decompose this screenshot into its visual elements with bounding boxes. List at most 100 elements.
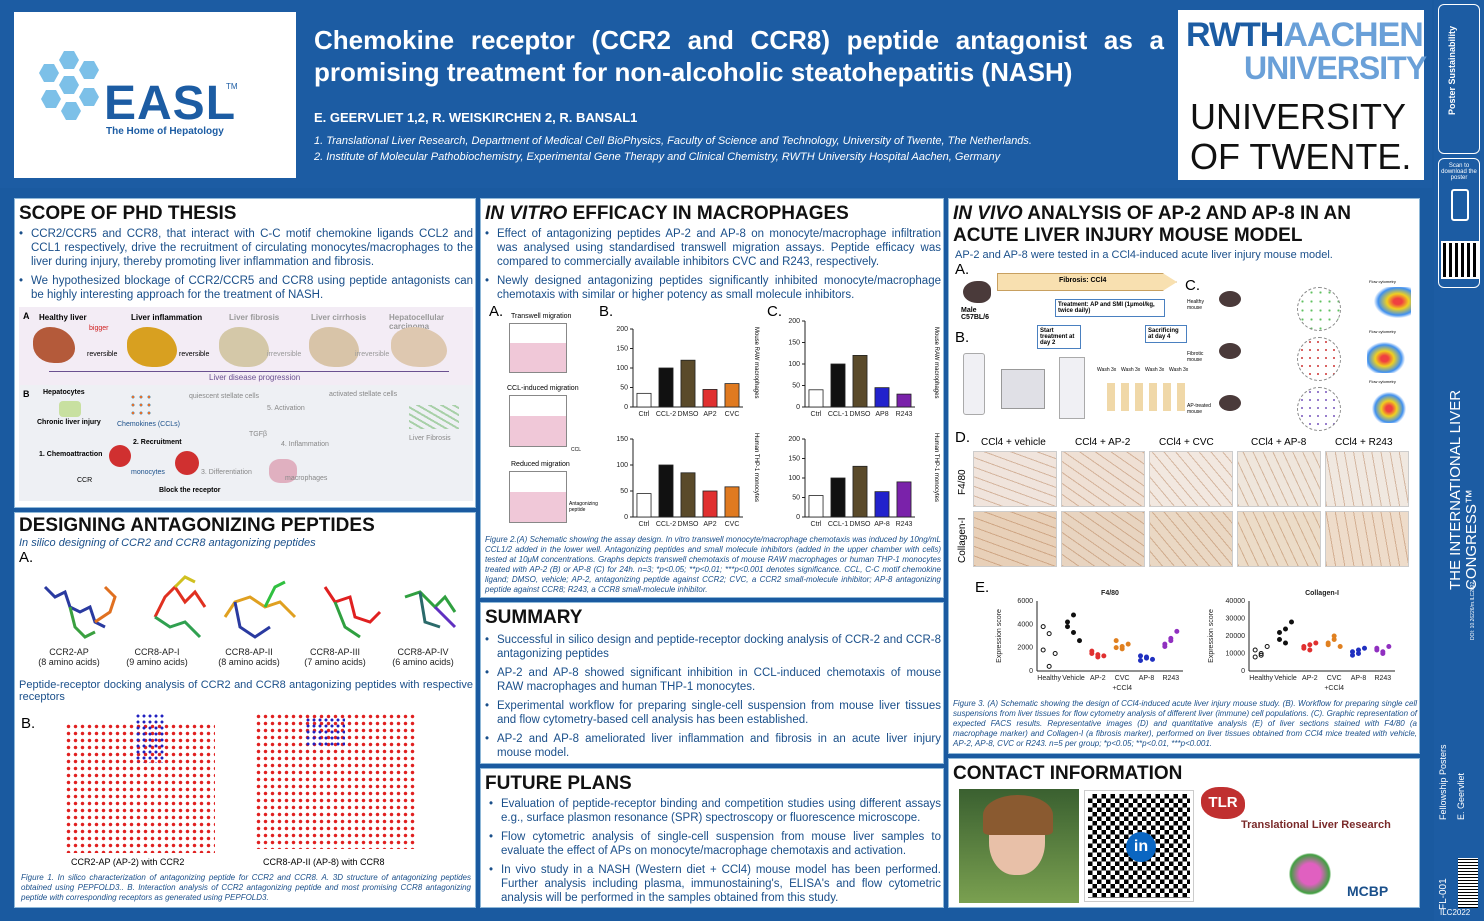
data-point — [1144, 655, 1149, 661]
ccr-label: CCR — [77, 477, 93, 484]
treatment-box: Treatment: AP and SMI (1μmol/kg, twice d… — [1055, 299, 1165, 317]
tube-icon — [963, 353, 985, 415]
brand-text: Poster Sustainability — [1447, 25, 1457, 115]
stage-healthy: Healthy liver — [39, 313, 87, 322]
bar — [680, 359, 696, 408]
wash-2: Wash 3x — [1121, 367, 1141, 373]
drow-f480: F4/80 — [957, 469, 968, 495]
rwth-wordmark: RWTHAACHEN — [1186, 16, 1424, 54]
mol-ccr2-ap: CCR2-AP (8 amino acids) — [38, 647, 100, 667]
poster-code: FL-001 — [1438, 878, 1449, 910]
x-tick-label: Vehicle — [1274, 675, 1297, 682]
sidebar: Poster Sustainability Scan to download t… — [1434, 0, 1484, 921]
data-point — [1380, 651, 1386, 656]
differentiation-label: 3. Differentiation — [201, 469, 252, 476]
x-tick-label: CCL-1 — [828, 411, 848, 418]
healthy-mouse-icon — [1219, 291, 1241, 307]
chart-c-mouse: 0 50 100 150 200 Ctrl CCL-1 DMSO AP8 R243 — [788, 318, 915, 418]
design-b-label: B. — [21, 715, 36, 732]
linkedin-icon[interactable]: in — [1126, 832, 1156, 862]
invivo-title: IN VIVO ANALYSIS OF AP-2 AND AP-8 IN AN … — [953, 203, 1352, 246]
data-point — [1040, 624, 1046, 630]
summary-panel: SUMMARY Successful in silico design and … — [480, 602, 944, 764]
ilc-code: ILC2022 — [1440, 908, 1471, 917]
x-tick-label: AP-2 — [1302, 675, 1318, 682]
liver-cirrhotic-icon — [309, 327, 359, 367]
data-point — [1258, 651, 1264, 656]
human-thp1-label: Human THP-1 monocytes — [753, 433, 759, 502]
tlr-logo: TLR — [1201, 787, 1245, 819]
flow-label-2: Flow cytometry — [1369, 329, 1396, 334]
dcol-vehicle: CCl4 + vehicle — [981, 437, 1046, 448]
male-mouse-label: Male C57BL/6 — [961, 307, 990, 321]
healthy-mouse-label: Healthy mouse — [1187, 299, 1204, 311]
scope-figure: A A Healthy liver Liver inflammation Liv… — [19, 307, 473, 501]
monocyte-icon — [109, 445, 131, 467]
y-tick-label: 0 — [624, 404, 628, 411]
data-point — [1150, 656, 1155, 662]
easl-subtitle: The Home of Hepatology — [106, 126, 224, 137]
qr-code-icon[interactable] — [1441, 241, 1479, 279]
bar — [830, 363, 846, 408]
histology-image — [973, 511, 1057, 567]
x-tick-label: CVC — [1115, 675, 1130, 682]
x-tick-label: Ctrl — [639, 521, 650, 528]
chronic-injury-label: Chronic liver injury — [37, 419, 101, 426]
scope-panel: SCOPE OF PHD THESIS CCR2/CCR5 and CCR8, … — [14, 198, 476, 508]
progression-arrow — [49, 371, 449, 372]
treated-mouse-label: AP-treated mouse — [1187, 403, 1211, 415]
fibrosis-label: Fibrosis: CCl4 — [1059, 277, 1107, 284]
tgf-label: TGFβ — [249, 431, 268, 438]
y-tick-label: 2000 — [1017, 645, 1033, 652]
wash-3: Wash 3x — [1145, 367, 1165, 373]
x-tick-label: R243 — [896, 521, 913, 528]
x-tick-label: CVC — [1327, 675, 1342, 682]
data-point — [1065, 619, 1070, 625]
summary-title: SUMMARY — [485, 607, 583, 628]
liver-hcc-icon — [391, 327, 447, 367]
transwell-label-3: Reduced migration — [511, 461, 570, 468]
summary-bullet-4: AP-2 and AP-8 ameliorated liver inflamma… — [485, 732, 941, 760]
chart-c-human: 0 50 100 150 200 Ctrl CCL-1 DMSO AP-8 R243 — [788, 436, 915, 528]
histology-image — [1325, 511, 1409, 567]
drow-collagen: Collagen-I — [957, 517, 968, 563]
mol-ccr8-ap-2: CCR8-AP-II (8 amino acids) — [218, 647, 280, 667]
y-tick-label: 100 — [788, 361, 800, 368]
linkedin-qr-code[interactable]: in — [1084, 790, 1194, 902]
data-point — [1350, 652, 1355, 658]
bar — [658, 367, 674, 408]
sacrifice-box: Sacrificing at day 4 — [1145, 325, 1187, 343]
twente-line1: UNIVERSITY — [1190, 96, 1407, 137]
mcbp-text: MCBP — [1347, 883, 1389, 899]
x-tick-label: Vehicle — [1062, 675, 1085, 682]
x-tick-label: Ctrl — [639, 411, 650, 418]
dcol-ap2: CCl4 + AP-2 — [1075, 437, 1131, 448]
chart-e-collagen: Collagen-I 0 10000 20000 30000 40000 Expressio… — [1208, 590, 1395, 692]
reversible-2: reversible — [179, 351, 210, 358]
y-tick-label: 50 — [620, 488, 628, 495]
data-point — [1307, 647, 1313, 653]
invitro-c-label: C. — [767, 303, 782, 320]
future-bullet-2: Flow cytometric analysis of single-cell … — [489, 830, 941, 858]
stage-fibrosis: Liver fibrosis — [229, 313, 280, 322]
irreversible-2: irreversible — [355, 351, 390, 358]
data-point — [1283, 640, 1288, 646]
docking-label-1: CCR2-AP (AP-2) with CCR2 — [71, 857, 185, 867]
macrophage-icon — [269, 459, 297, 483]
easl-wordmark: EASL — [104, 77, 237, 130]
x-tick-label: DMSO — [850, 411, 872, 418]
bar — [896, 481, 912, 518]
scan-box[interactable]: Scan to download the poster — [1438, 158, 1480, 288]
data-point — [1252, 647, 1258, 653]
future-panel: FUTURE PLANS Evaluation of peptide-recep… — [480, 768, 944, 908]
x-tick-label: Ctrl — [811, 521, 822, 528]
histology-image — [1149, 511, 1233, 567]
figure-3-caption: Figure 3. (A) Schematic showing the desi… — [953, 699, 1417, 748]
barcode-icon — [1458, 858, 1478, 908]
x-tick-label: CVC — [725, 521, 740, 528]
future-bullet-3: In vivo study in a NASH (Western diet + … — [489, 863, 941, 905]
cells-fibrotic-icon — [1297, 337, 1341, 381]
y-tick-label: 30000 — [1226, 616, 1246, 623]
fibrosis-arrow — [997, 273, 1177, 291]
inflammation-label: 4. Inflammation — [281, 441, 329, 448]
